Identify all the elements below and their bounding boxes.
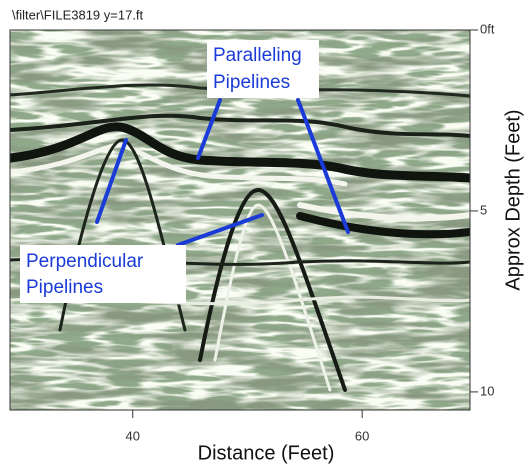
- y-tick-label: 5: [480, 202, 487, 217]
- plot-frame: [9, 29, 471, 411]
- annotation-box: [207, 40, 319, 98]
- arrow: [176, 213, 264, 247]
- x-tick-label: 40: [126, 428, 140, 443]
- y-tick-label: 10: [480, 383, 494, 398]
- annotation: Paralleling: [213, 45, 302, 66]
- arrow: [95, 138, 128, 224]
- annotation: Pipelines: [26, 277, 103, 298]
- x-axis-label: Distance (Feet): [198, 442, 335, 464]
- x-tick-label: 60: [355, 428, 369, 443]
- arrow: [196, 98, 222, 160]
- arrows: [95, 98, 350, 247]
- annotation-box: [20, 245, 186, 303]
- annotation: Pipelines: [213, 72, 290, 93]
- arrow: [296, 98, 350, 234]
- y-tick-label: 0ft: [480, 21, 495, 36]
- header: \filter\FILE3819 y=17.ft: [12, 7, 144, 22]
- y-axis-label: Approx Depth (Feet): [502, 109, 524, 290]
- annotation: Perpendicular: [26, 251, 144, 272]
